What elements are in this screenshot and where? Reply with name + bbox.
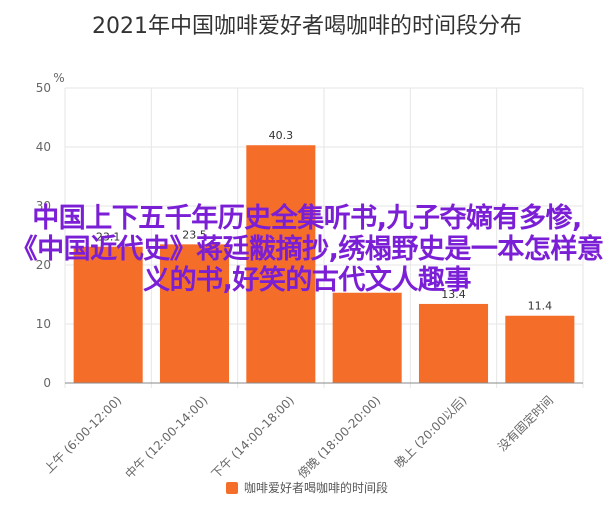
y-tick-label: 30 xyxy=(36,199,51,213)
x-tick-label: 没有固定时间 xyxy=(494,393,556,455)
bar[interactable] xyxy=(73,246,143,383)
x-tick-label: 傍晚 (18:00-20:00) xyxy=(294,393,383,482)
data-label: 23.1 xyxy=(96,231,121,244)
data-label: 11.4 xyxy=(528,300,553,313)
bar[interactable] xyxy=(159,244,230,383)
bar[interactable] xyxy=(246,145,316,383)
data-label: 23.5 xyxy=(182,228,207,241)
bar[interactable] xyxy=(332,292,402,383)
x-tick-label: 下午 (14:00-18:00) xyxy=(209,393,297,481)
data-label: 13.4 xyxy=(441,288,466,301)
x-tick-label: 晚上 (20:00以后) xyxy=(392,393,470,471)
bars xyxy=(73,145,575,383)
y-tick-label: 50 xyxy=(36,81,51,95)
grid-lines xyxy=(64,87,584,388)
data-labels: 23.1 23.5 40.3 13.4 11.4 xyxy=(96,129,552,313)
x-tick-label: 上午 (6:00-12:00) xyxy=(42,393,125,476)
y-tick-label: 10 xyxy=(36,317,51,331)
x-tick-label: 中午 (12:00-14:00) xyxy=(122,393,211,482)
bar[interactable] xyxy=(505,315,575,383)
legend[interactable]: 咖啡爱好者喝咖啡的时间段 xyxy=(0,479,614,496)
legend-swatch xyxy=(225,481,238,494)
y-tick-label: 0 xyxy=(43,376,51,390)
overlay-caption: 中国上下五千年历史全集听书,九子夺嫡有多惨,《中国近代史》蒋廷黻摘抄,绣榻野史是… xyxy=(10,203,604,296)
chart-title: 2021年中国咖啡爱好者喝咖啡的时间段分布 xyxy=(92,14,522,39)
y-tick-label: 20 xyxy=(36,258,51,272)
y-axis-label: % xyxy=(53,71,64,85)
legend-label: 咖啡爱好者喝咖啡的时间段 xyxy=(243,481,388,495)
bar[interactable] xyxy=(418,303,489,383)
data-label: 40.3 xyxy=(269,129,294,142)
y-tick-label: 40 xyxy=(36,140,51,154)
